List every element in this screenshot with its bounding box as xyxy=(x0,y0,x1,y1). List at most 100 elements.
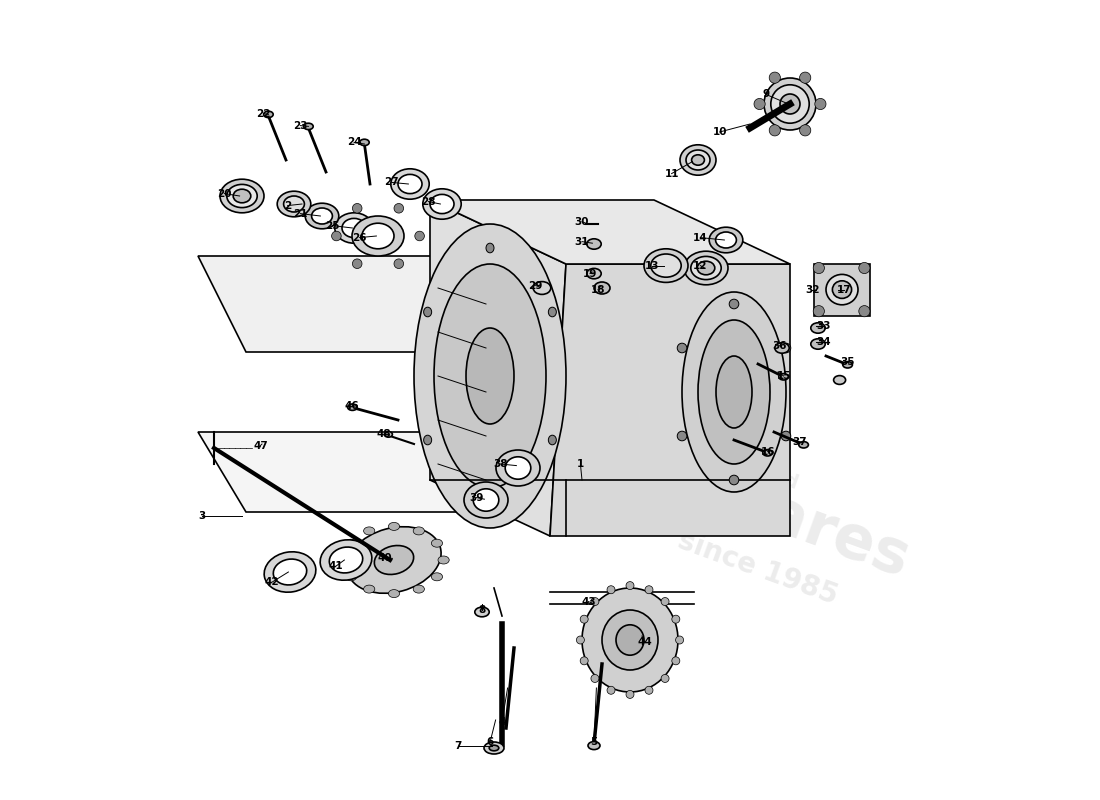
Ellipse shape xyxy=(645,586,653,594)
Ellipse shape xyxy=(607,586,615,594)
Text: 3: 3 xyxy=(198,511,206,521)
Ellipse shape xyxy=(388,522,399,530)
Ellipse shape xyxy=(466,328,514,424)
Ellipse shape xyxy=(374,546,414,574)
Ellipse shape xyxy=(424,307,431,317)
Ellipse shape xyxy=(320,540,372,580)
Ellipse shape xyxy=(678,343,686,353)
Ellipse shape xyxy=(464,482,508,518)
Ellipse shape xyxy=(473,489,498,511)
Circle shape xyxy=(859,306,870,317)
Ellipse shape xyxy=(360,139,370,146)
Text: 47: 47 xyxy=(253,441,267,450)
Ellipse shape xyxy=(764,78,816,130)
Text: 34: 34 xyxy=(816,337,831,346)
Ellipse shape xyxy=(484,742,504,754)
Ellipse shape xyxy=(586,268,602,279)
Ellipse shape xyxy=(672,615,680,623)
Ellipse shape xyxy=(424,435,431,445)
Ellipse shape xyxy=(486,243,494,253)
Text: 27: 27 xyxy=(384,178,399,187)
Ellipse shape xyxy=(651,254,681,278)
Circle shape xyxy=(859,262,870,274)
Ellipse shape xyxy=(588,742,600,750)
Ellipse shape xyxy=(414,585,425,593)
Ellipse shape xyxy=(586,238,602,250)
Ellipse shape xyxy=(834,376,846,384)
Circle shape xyxy=(331,231,341,241)
Ellipse shape xyxy=(431,539,442,547)
Circle shape xyxy=(394,203,404,213)
Ellipse shape xyxy=(582,588,678,692)
Text: 48: 48 xyxy=(376,429,390,438)
Ellipse shape xyxy=(329,547,363,573)
Ellipse shape xyxy=(346,526,441,594)
Ellipse shape xyxy=(678,431,686,441)
Ellipse shape xyxy=(602,610,658,670)
Text: 43: 43 xyxy=(581,597,596,606)
Ellipse shape xyxy=(398,174,422,194)
Ellipse shape xyxy=(781,431,791,441)
Text: 32: 32 xyxy=(805,285,820,294)
Ellipse shape xyxy=(364,527,375,535)
Ellipse shape xyxy=(833,281,851,298)
Ellipse shape xyxy=(710,227,742,253)
Ellipse shape xyxy=(729,475,739,485)
Text: 30: 30 xyxy=(574,217,590,226)
Text: 46: 46 xyxy=(344,402,359,411)
Ellipse shape xyxy=(549,307,557,317)
Ellipse shape xyxy=(311,208,332,224)
Text: 24: 24 xyxy=(346,138,361,147)
Text: since 1985: since 1985 xyxy=(674,526,842,610)
Ellipse shape xyxy=(698,320,770,464)
Ellipse shape xyxy=(345,573,356,581)
Text: 7: 7 xyxy=(454,741,462,750)
Text: 9: 9 xyxy=(762,90,770,99)
Ellipse shape xyxy=(686,150,710,170)
Ellipse shape xyxy=(661,674,669,682)
Ellipse shape xyxy=(277,191,311,217)
Ellipse shape xyxy=(716,232,736,248)
Circle shape xyxy=(394,259,404,269)
Ellipse shape xyxy=(264,552,316,592)
Polygon shape xyxy=(430,200,790,264)
Ellipse shape xyxy=(390,169,429,199)
Text: eurospares: eurospares xyxy=(535,402,917,590)
Ellipse shape xyxy=(388,590,399,598)
Ellipse shape xyxy=(811,322,825,334)
Text: 16: 16 xyxy=(761,447,776,457)
Ellipse shape xyxy=(762,450,772,456)
Ellipse shape xyxy=(264,111,273,118)
Text: online parts: online parts xyxy=(629,465,759,527)
Ellipse shape xyxy=(684,251,728,285)
Ellipse shape xyxy=(273,559,307,585)
Ellipse shape xyxy=(675,636,683,644)
Ellipse shape xyxy=(304,123,313,130)
Ellipse shape xyxy=(486,499,494,509)
Text: 12: 12 xyxy=(693,261,707,270)
Text: 38: 38 xyxy=(493,459,507,469)
Text: 28: 28 xyxy=(421,197,436,206)
Ellipse shape xyxy=(692,154,704,166)
Ellipse shape xyxy=(342,218,366,238)
Ellipse shape xyxy=(680,145,716,175)
Text: 21: 21 xyxy=(293,209,308,218)
Text: 37: 37 xyxy=(792,437,807,446)
Text: 10: 10 xyxy=(713,127,727,137)
Ellipse shape xyxy=(644,249,688,282)
Text: 22: 22 xyxy=(256,109,271,118)
Ellipse shape xyxy=(384,431,393,437)
Text: 41: 41 xyxy=(328,562,343,571)
Ellipse shape xyxy=(496,450,540,486)
Ellipse shape xyxy=(422,189,461,219)
Circle shape xyxy=(800,125,811,136)
Text: 5: 5 xyxy=(591,737,597,746)
Ellipse shape xyxy=(364,585,375,593)
Ellipse shape xyxy=(352,216,404,256)
Text: 26: 26 xyxy=(352,233,367,242)
Ellipse shape xyxy=(431,573,442,581)
Ellipse shape xyxy=(362,223,394,249)
Ellipse shape xyxy=(227,184,257,208)
Ellipse shape xyxy=(434,264,546,488)
Circle shape xyxy=(352,259,362,269)
